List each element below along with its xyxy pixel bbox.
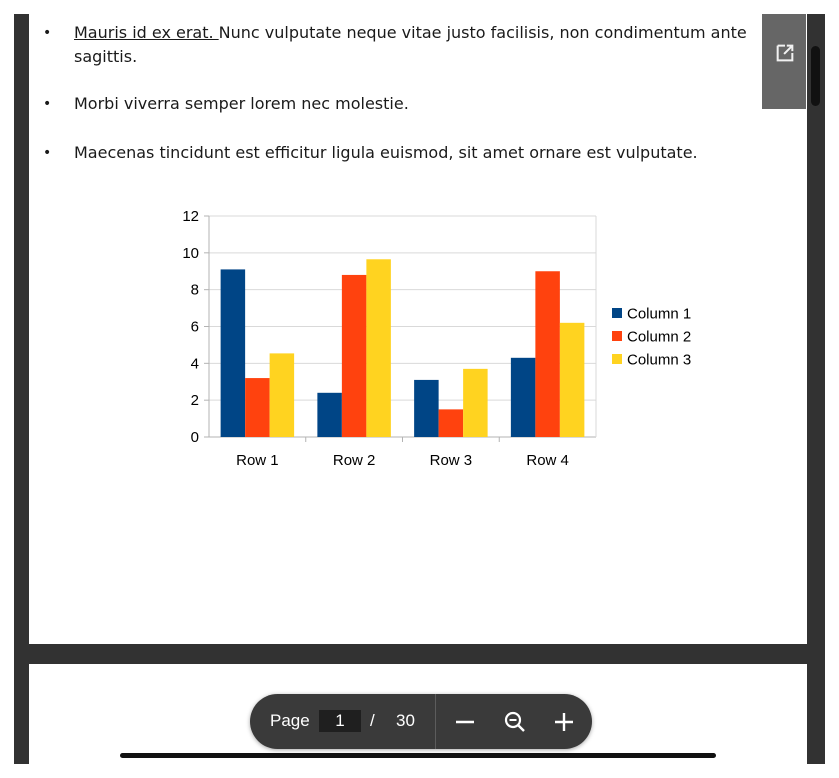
page-number-input[interactable]	[319, 710, 361, 732]
page-toolbar: Page / 30	[250, 694, 592, 749]
list-item-text: Maecenas tincidunt est efficitur ligula …	[74, 143, 698, 162]
legend-swatch	[612, 308, 622, 318]
bar-column-2-row-1	[245, 378, 270, 437]
y-tick-label: 12	[182, 208, 199, 225]
legend-swatch	[612, 354, 622, 364]
bar-column-3-row-2	[366, 259, 391, 437]
legend-label: Column 3	[627, 352, 691, 369]
y-tick-label: 8	[191, 282, 199, 299]
zoom-magnifier-icon[interactable]	[502, 709, 528, 735]
x-tick-label: Row 1	[236, 452, 279, 469]
plus-icon[interactable]	[551, 709, 577, 735]
bar-column-2-row-3	[438, 409, 464, 437]
bar-column-2-row-2	[341, 274, 367, 437]
bar-chart: 0 2 4 6 8 10 12 Row 1 Row 2 Row 3 Row 4 Column 1 Col…	[182, 208, 691, 469]
document-page: • Mauris id ex erat. Nunc vulputate nequ…	[29, 14, 807, 644]
x-tick-label: Row 3	[430, 452, 473, 469]
vertical-scrollbar[interactable]	[811, 46, 820, 106]
bar-column-3-row-3	[463, 368, 488, 437]
bar-column-1-row-3	[414, 379, 439, 437]
list-item-body: Nunc vulputate neque vitae justo facilis…	[74, 23, 747, 66]
legend-label: Column 2	[627, 329, 691, 346]
bar-column-1-row-2	[317, 392, 342, 437]
page-label: Page	[270, 711, 310, 730]
horizontal-scrollbar[interactable]	[120, 753, 716, 758]
y-tick-label: 6	[191, 319, 199, 336]
y-tick-label: 4	[191, 355, 199, 372]
legend-swatch	[612, 331, 622, 341]
bar-column-1-row-1	[220, 269, 246, 437]
popout-button[interactable]	[762, 14, 806, 109]
minus-icon[interactable]	[452, 709, 478, 735]
list-item-text: Morbi viverra semper lorem nec molestie.	[74, 94, 409, 113]
bar-column-2-row-4	[535, 271, 560, 437]
legend-label: Column 1	[627, 306, 691, 323]
bar-column-1-row-4	[510, 357, 536, 437]
x-tick-label: Row 4	[526, 452, 569, 469]
pdf-viewer: • Mauris id ex erat. Nunc vulputate nequ…	[14, 14, 825, 764]
bullet-marker: •	[43, 25, 52, 41]
bar-column-3-row-1	[269, 353, 295, 437]
list-item-text: Mauris id ex erat. Nunc vulputate neque …	[74, 21, 789, 69]
y-tick-label: 0	[191, 429, 199, 446]
bar-column-3-row-4	[559, 322, 585, 437]
y-tick-label: 10	[182, 245, 199, 262]
page-separator: /	[370, 711, 375, 730]
bullet-marker: •	[43, 145, 52, 161]
toolbar-divider	[435, 694, 436, 749]
bullet-marker: •	[43, 96, 52, 112]
document-link[interactable]: Mauris id ex erat.	[74, 23, 219, 42]
y-tick-label: 2	[191, 392, 199, 409]
open-in-new-icon	[776, 44, 794, 62]
x-tick-label: Row 2	[333, 452, 376, 469]
total-pages: 30	[396, 711, 415, 730]
